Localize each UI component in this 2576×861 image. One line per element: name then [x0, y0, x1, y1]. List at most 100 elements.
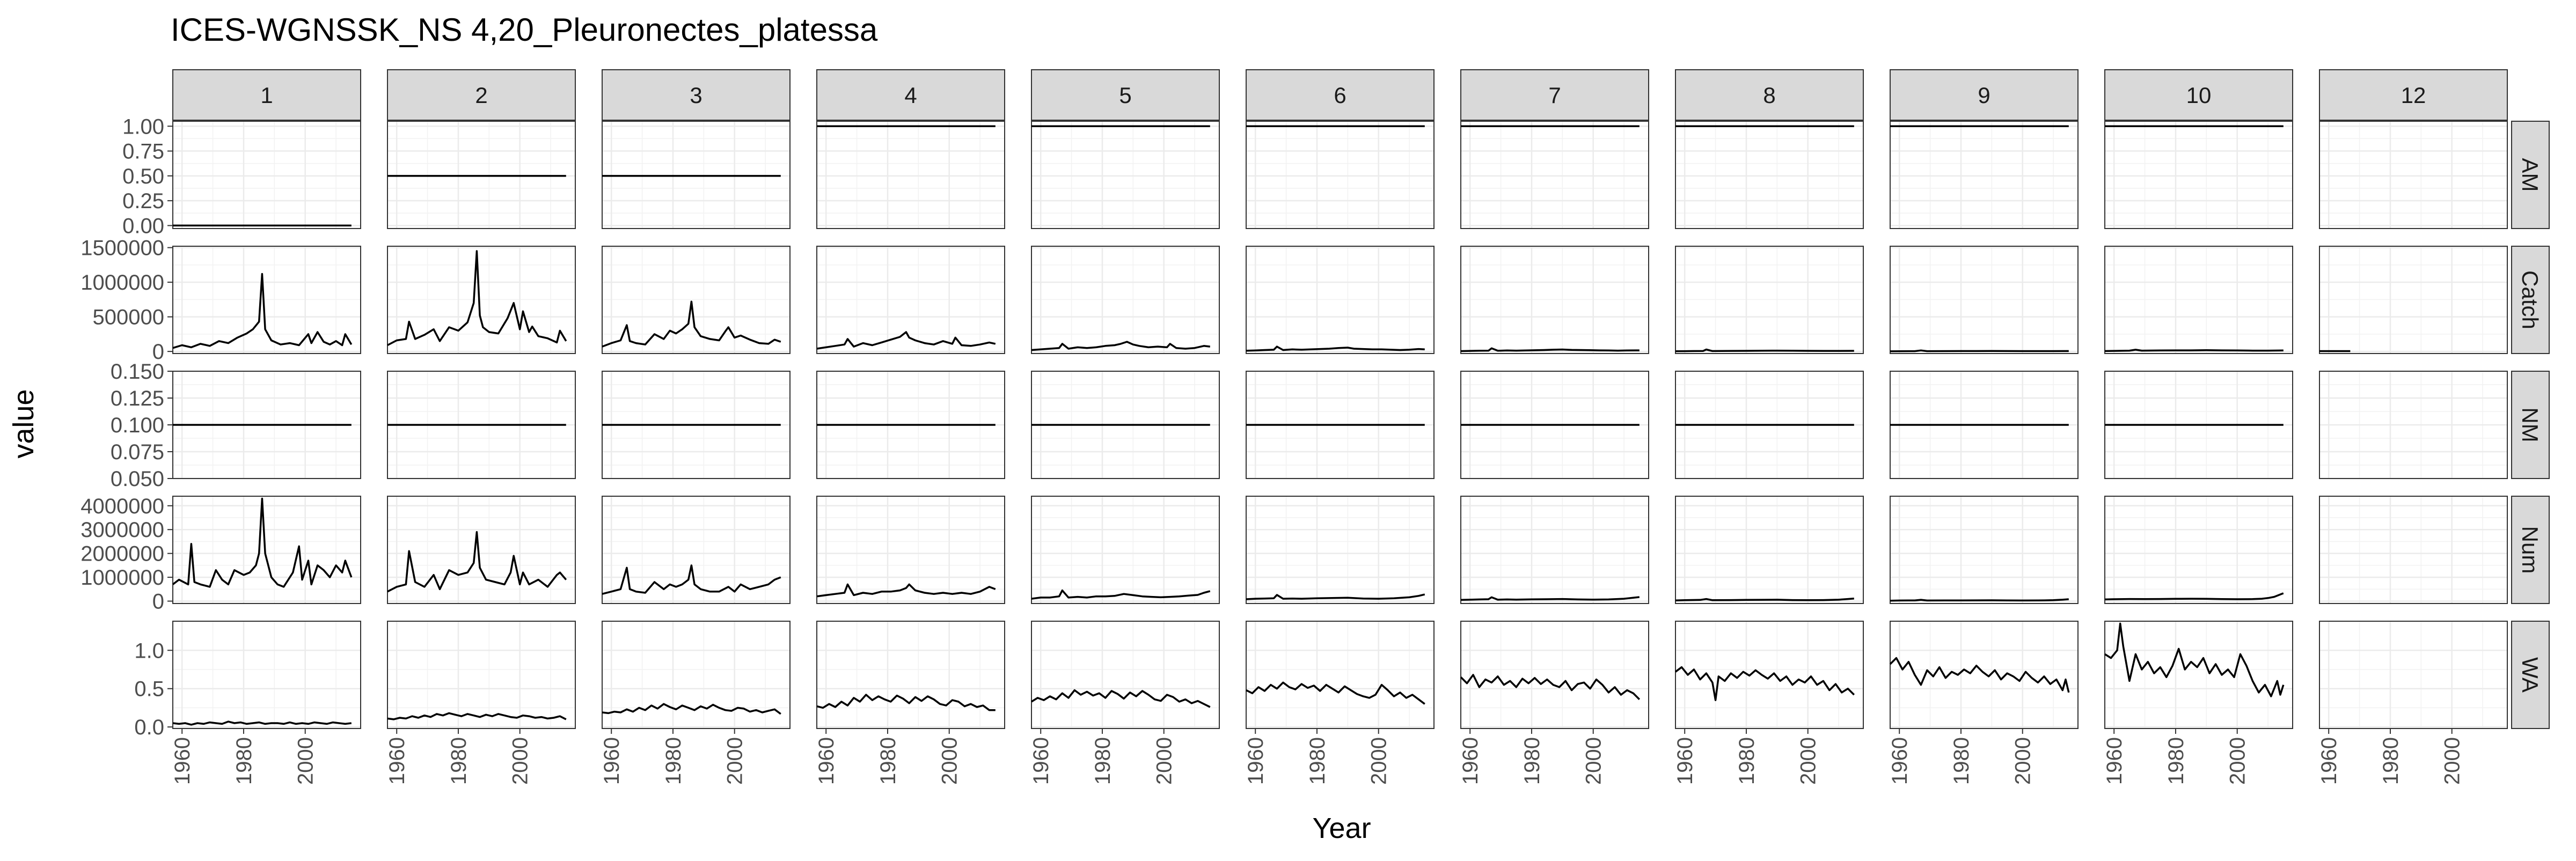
panel-border — [2104, 246, 2293, 354]
panel-background — [817, 121, 1005, 229]
panel-background — [1246, 496, 1434, 604]
facet-strip-row-WA — [2511, 621, 2550, 729]
facet-strip-col-label: 12 — [2401, 83, 2426, 108]
facet-panel-Catch-1 — [172, 246, 361, 354]
facet-strip-col-label: 10 — [2186, 83, 2212, 108]
series-line-Catch-9 — [1890, 349, 2069, 352]
panel-background — [387, 496, 575, 604]
panel-border — [602, 621, 791, 729]
panel-background — [602, 121, 790, 229]
facet-strip-col-1 — [172, 69, 361, 121]
series-line-Num-6 — [1246, 593, 1425, 600]
panel-border — [602, 246, 791, 354]
facet-panel-AM-4 — [816, 121, 1005, 229]
panel-background — [173, 121, 361, 229]
y-tick-label: 0 — [152, 340, 164, 364]
panel-border — [172, 246, 361, 354]
facet-panel-AM-7 — [1460, 121, 1649, 229]
panel-border — [2104, 496, 2293, 604]
y-tick-label: 0.5 — [134, 678, 164, 701]
panel-border — [1460, 496, 1649, 604]
series-line-Num-3 — [602, 564, 781, 595]
facet-strip-row-label: WA — [2518, 657, 2543, 693]
panel-border — [172, 121, 361, 229]
panel-border — [1675, 246, 1864, 354]
panel-border — [387, 496, 576, 604]
facet-panel-Num-10 — [2104, 496, 2293, 604]
x-tick-label: 1960 — [385, 737, 409, 785]
facet-panel-Num-1 — [172, 496, 361, 604]
facet-strip-col-label: 7 — [1548, 83, 1561, 108]
y-tick-label: 0.125 — [111, 387, 164, 410]
series-line-Num-5 — [1031, 589, 1211, 600]
x-tick-label: 2000 — [938, 737, 962, 785]
panel-border — [1890, 246, 2079, 354]
panel-background — [1675, 121, 1863, 229]
x-tick-label: 1980 — [447, 737, 471, 785]
facet-panel-WA-12 — [2319, 621, 2508, 729]
facet-strip-col-label: 5 — [1119, 83, 1131, 108]
facet-panel-AM-2 — [387, 121, 576, 229]
facet-grid: 1 2 3 4 5 6 7 8 9 10 12AMCatchNMNumWA0.000.250.500… — [80, 69, 2550, 785]
x-tick-label: 1960 — [1244, 737, 1268, 785]
x-tick-label: 2000 — [2011, 737, 2035, 785]
panel-background — [2319, 121, 2507, 229]
facet-panel-WA-10 — [2104, 621, 2293, 729]
y-axis-label: value — [8, 389, 40, 458]
series-line-Num-2 — [387, 531, 567, 593]
facet-panel-Catch-7 — [1460, 246, 1649, 354]
facet-panel-Catch-6 — [1246, 246, 1435, 354]
series-line-WA-3 — [602, 703, 781, 715]
facet-strip-row-label: AM — [2518, 158, 2543, 192]
x-tick-label: 2000 — [294, 737, 318, 785]
panel-border — [1460, 621, 1649, 729]
y-tick-label: 1000000 — [80, 271, 164, 295]
panel-border — [1890, 121, 2079, 229]
panel-background — [817, 496, 1005, 604]
y-tick-label: 0.100 — [111, 414, 164, 437]
y-tick-label: 0.75 — [122, 140, 164, 164]
facet-strip-col-8 — [1675, 69, 1864, 121]
x-tick-label: 1980 — [232, 737, 256, 785]
facet-panel-AM-10 — [2104, 121, 2293, 229]
facet-panel-Catch-4 — [816, 246, 1005, 354]
x-tick-label: 1980 — [876, 737, 900, 785]
x-tick-label: 1980 — [1950, 737, 1973, 785]
y-tick-label: 2000000 — [80, 542, 164, 566]
panel-border — [2319, 121, 2508, 229]
panel-background — [2319, 621, 2507, 728]
facet-panel-WA-1 — [172, 621, 361, 729]
facet-panel-Catch-2 — [387, 246, 576, 354]
x-tick-label: 1960 — [600, 737, 624, 785]
series-line-Catch-10 — [2104, 349, 2284, 352]
series-line-Catch-5 — [1031, 341, 1210, 351]
y-tick-label: 0 — [152, 590, 164, 614]
series-line-Num-10 — [2104, 592, 2284, 601]
facet-strip-col-6 — [1246, 69, 1435, 121]
series-line-Catch-4 — [816, 331, 996, 350]
panel-background — [2319, 496, 2507, 604]
x-tick-label: 1980 — [1735, 737, 1759, 785]
x-axis-label: Year — [1312, 812, 1371, 844]
facet-panel-WA-9 — [1890, 621, 2079, 729]
series-line-Num-8 — [1675, 597, 1854, 601]
facet-panel-Num-6 — [1246, 496, 1435, 604]
facet-panel-Num-3 — [602, 496, 791, 604]
facet-panel-WA-4 — [816, 621, 1005, 729]
panel-border — [2104, 121, 2293, 229]
panel-border — [1890, 496, 2079, 604]
facet-panel-Num-8 — [1675, 496, 1864, 604]
panel-border — [1246, 121, 1435, 229]
chart-title: ICES-WGNSSK_NS 4,20_Pleuronectes_platess… — [171, 12, 878, 48]
x-tick-label: 1980 — [662, 737, 685, 785]
facet-strip-col-2 — [387, 69, 576, 121]
panel-border — [2104, 621, 2293, 729]
facet-panel-Num-4 — [816, 496, 1005, 604]
panel-background — [1246, 621, 1434, 728]
facet-panel-AM-6 — [1246, 121, 1435, 229]
panel-border — [387, 246, 576, 354]
facet-strip-col-label: 1 — [260, 83, 273, 108]
facet-strip-row-label: NM — [2518, 407, 2543, 442]
